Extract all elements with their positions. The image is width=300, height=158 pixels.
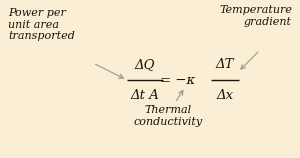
Text: Temperature
gradient: Temperature gradient: [219, 5, 292, 27]
Text: ΔT: ΔT: [216, 58, 234, 71]
Text: = −κ: = −κ: [160, 73, 196, 86]
Text: Δx: Δx: [216, 89, 234, 102]
Text: ΔQ: ΔQ: [135, 58, 155, 71]
Text: Power per
unit area
transported: Power per unit area transported: [8, 8, 75, 41]
Text: Δt A: Δt A: [130, 89, 159, 102]
Text: Thermal
conductivity: Thermal conductivity: [134, 105, 202, 127]
